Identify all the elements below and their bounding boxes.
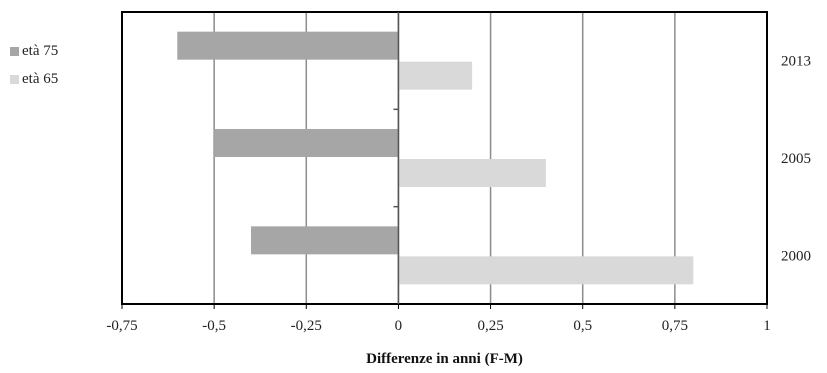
x-tick-label: -0,75 (106, 318, 137, 334)
legend-swatch (10, 74, 19, 84)
x-tick-label: 0,25 (477, 318, 503, 334)
legend: età 75 età 65 (10, 42, 58, 98)
bar-eta-65-2013 (398, 61, 473, 90)
legend-label: età 75 (22, 42, 59, 59)
x-tick-label: -0,5 (202, 318, 226, 334)
x-tick-label: 0,75 (662, 318, 688, 334)
bar-eta-65-2005 (398, 159, 546, 187)
bar-eta-65-2000 (398, 256, 694, 285)
legend-item-eta-65: età 65 (10, 70, 58, 88)
plot-frame (121, 11, 768, 305)
bar-eta-75-2013 (177, 31, 399, 60)
legend-label: età 65 (22, 70, 59, 87)
bar-eta-75-2005 (214, 129, 399, 157)
x-tick-label: 1 (763, 318, 771, 334)
category-label: 2013 (781, 54, 811, 70)
category-axis (393, 12, 400, 304)
x-tick-label: 0 (395, 318, 403, 334)
bar-eta-75-2000 (251, 226, 399, 255)
legend-item-eta-75: età 75 (10, 42, 58, 60)
category-labels: 2013 2005 2000 (781, 54, 811, 265)
legend-swatch (10, 46, 19, 56)
x-axis-title: Differenze in anni (F-M) (366, 351, 523, 367)
category-label: 2005 (781, 151, 811, 167)
x-tick-labels: -0,75 -0,5 -0,25 0 0,25 0,5 0,75 1 (106, 304, 771, 334)
x-tick-label: 0,5 (573, 318, 592, 334)
category-label: 2000 (781, 248, 811, 264)
x-tick-label: -0,25 (291, 318, 322, 334)
bars (177, 31, 694, 285)
